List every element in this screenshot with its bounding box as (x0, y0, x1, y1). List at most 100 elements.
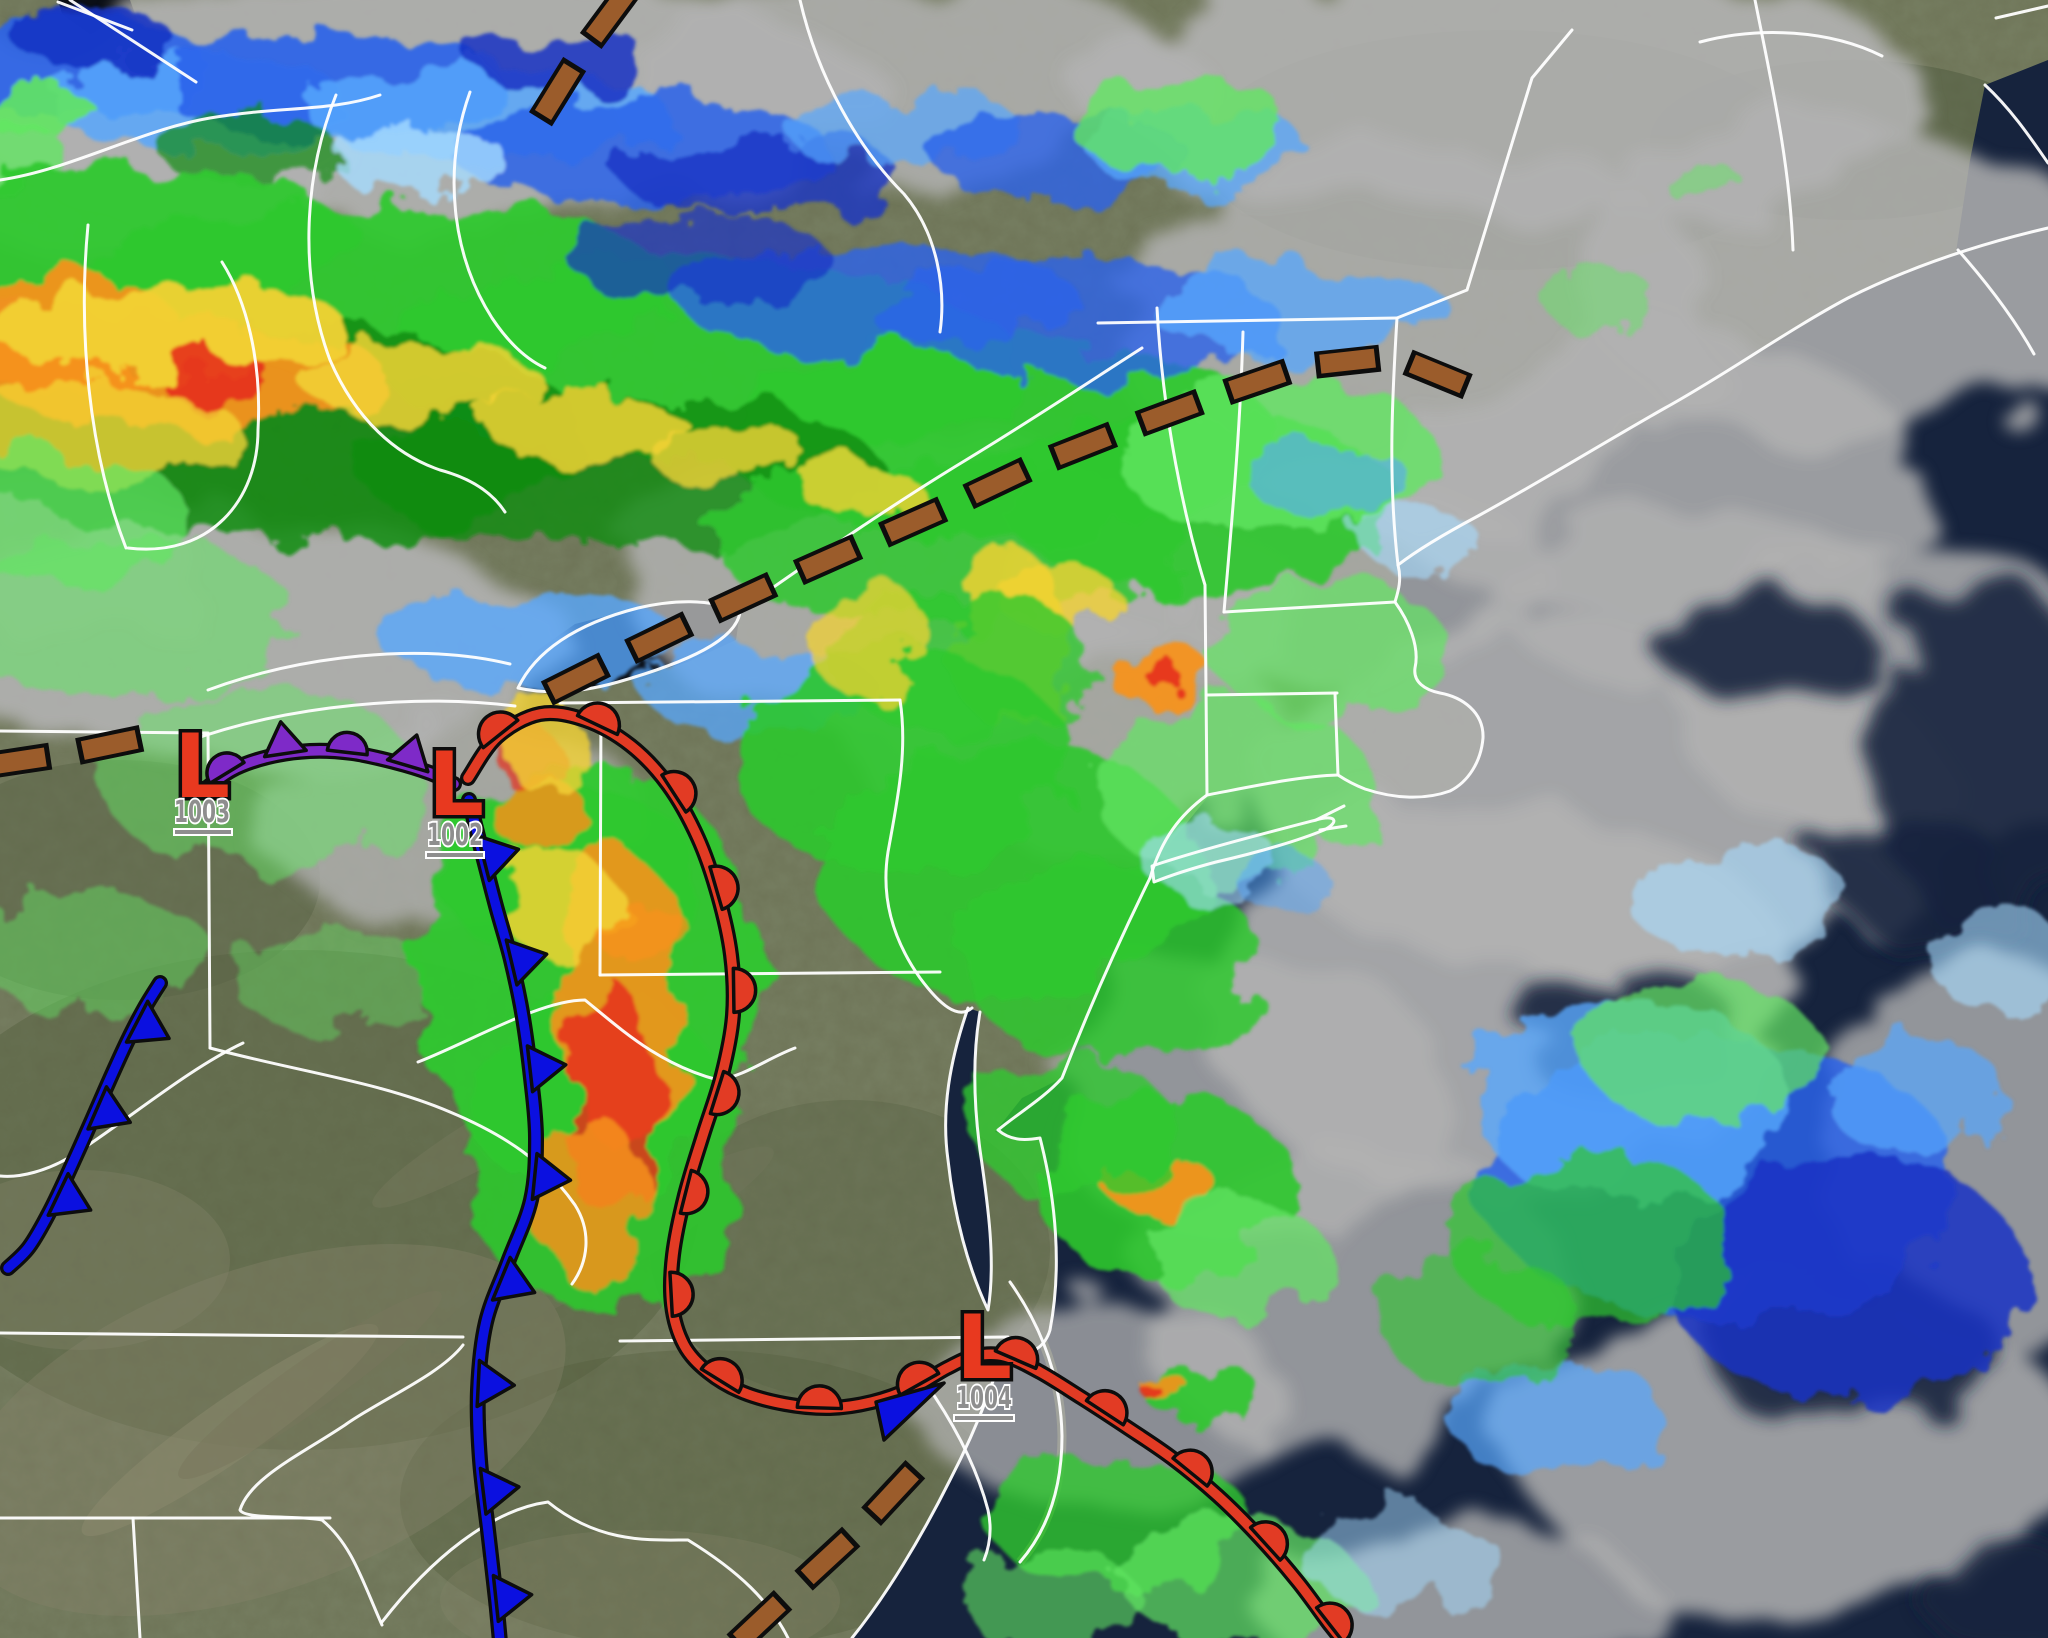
trough-dash (534, 63, 581, 120)
radar-cell (0, 285, 350, 375)
warm-front-pip (1314, 1601, 1354, 1638)
state-border (944, 1006, 993, 1312)
occluded-front (195, 720, 462, 799)
warm-front-pip (795, 1384, 844, 1411)
state-border (380, 1500, 790, 1638)
state-border (920, 1376, 992, 1562)
warm-front-pip (699, 1357, 744, 1394)
state-border (850, 876, 1152, 1638)
warm-front-pip (895, 1360, 941, 1397)
radar-cell (1300, 1510, 1500, 1610)
warm-front-pip (731, 966, 758, 1015)
trough-dash (884, 502, 943, 542)
trough-dash (714, 577, 773, 618)
cold-front-pip (491, 1573, 534, 1624)
radar-cell (470, 30, 650, 90)
cold-front-pip (46, 1172, 93, 1218)
state-border (558, 698, 902, 705)
state-border (1222, 330, 1245, 614)
low-pressure-symbol: L (956, 1296, 1012, 1399)
radar-cell (1142, 661, 1182, 685)
terrain-patch (178, 1290, 442, 1480)
warm-front-pip (325, 730, 369, 757)
trough-dash (1228, 363, 1287, 400)
cold-front-pip (490, 1255, 537, 1302)
state-border (0, 1041, 245, 1178)
trough-dash (80, 730, 139, 760)
radar-cell (485, 390, 685, 460)
warm-front-pip (1248, 1520, 1290, 1562)
cold-front-pip (478, 1466, 521, 1516)
cold-front-pip (525, 1044, 568, 1094)
state-border (598, 970, 942, 977)
state-border (82, 223, 128, 550)
state-border (1994, 4, 2048, 20)
low-pressure-value: 1004 (956, 1381, 1012, 1416)
trough-dash (732, 1596, 786, 1638)
radar-cell (1070, 75, 1290, 175)
radar-cell (1830, 1040, 2010, 1160)
trough-dash (0, 747, 47, 774)
trough-north (528, 0, 638, 127)
radar-cell (300, 340, 540, 420)
terrain-patch (440, 1530, 840, 1638)
state-border (798, 0, 944, 334)
radar-cell (1360, 510, 1480, 570)
chesapeake-bay (945, 1008, 992, 1310)
radar-cell (330, 130, 510, 190)
cold-front-pip (262, 720, 308, 759)
radar-cell (1580, 980, 1820, 1120)
state-border (452, 90, 547, 370)
state-border (131, 1516, 142, 1638)
radar-cell (1230, 855, 1330, 905)
cold-front-pip (874, 1381, 946, 1442)
cold-front-pip (86, 1085, 132, 1131)
low-pressure-value: 1002 (427, 818, 483, 853)
state-border (884, 698, 974, 1014)
radar-cell (545, 1115, 645, 1295)
radar-cell (650, 425, 810, 485)
radar-cell (500, 855, 620, 955)
radar-cell (160, 115, 340, 185)
trough-west-stub (0, 725, 145, 778)
warm-front-pip (678, 1168, 710, 1216)
state-border (1314, 804, 1346, 822)
cold-front-pip (530, 1151, 573, 1202)
radar-cell (0, 540, 300, 700)
radar-cell (1250, 440, 1410, 520)
state-border (1395, 28, 1574, 320)
warm-front-pip (476, 710, 520, 750)
trough-dash (867, 1466, 919, 1520)
state-border (1333, 691, 1340, 777)
trough-dash (547, 658, 605, 700)
radar-cell (1450, 1360, 1670, 1480)
warm-front-pip (668, 1270, 695, 1319)
radar-cell (15, 10, 175, 70)
warm-front-pip (1084, 1389, 1129, 1427)
state-border (1983, 83, 2048, 165)
warm-front-pip (575, 701, 622, 737)
state-border (1205, 691, 1339, 697)
radar-cell (975, 1060, 1175, 1200)
state-border (206, 651, 512, 692)
trough-central (540, 344, 1473, 706)
radar-cell (1930, 910, 2048, 1010)
radar-cell (1660, 160, 1740, 200)
low-pressure-underline (173, 828, 233, 836)
cold-front-pip (385, 733, 430, 774)
state-border (1396, 226, 2048, 567)
trough-dash (968, 462, 1027, 504)
low-pressure-underline (953, 1414, 1015, 1422)
trough-dash (1408, 354, 1467, 394)
state-border (1956, 248, 2036, 356)
state-border (208, 1046, 588, 1286)
state-border (126, 260, 261, 551)
state-border (56, 0, 134, 32)
low-pressure-symbol: L (428, 733, 484, 836)
trough-dash (585, 0, 633, 43)
